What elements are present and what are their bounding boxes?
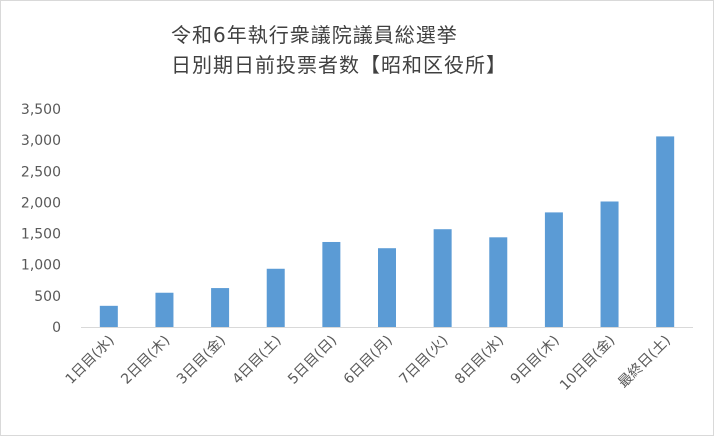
x-tick-label: 7日目(火) <box>396 333 451 388</box>
x-tick-label: 8日目(水) <box>452 333 507 388</box>
bar-8 <box>489 237 508 327</box>
bar-1 <box>99 305 118 327</box>
y-tick-label: 2,500 <box>21 164 61 180</box>
x-tick-label: 1日目(水) <box>63 333 118 388</box>
y-tick-label: 1,000 <box>21 258 61 274</box>
x-tick-label: 2日目(木) <box>118 333 173 388</box>
bar-10 <box>600 201 619 327</box>
y-tick-label: 3,500 <box>21 102 61 118</box>
y-tick-label: 2,000 <box>21 195 61 211</box>
bar-7 <box>433 229 452 327</box>
bar-2 <box>155 292 174 327</box>
chart-title-line-2: 日別期日前投票者数【昭和区役所】 <box>171 53 507 77</box>
y-tick-label: 500 <box>34 289 61 305</box>
y-tick-label: 3,000 <box>21 133 61 149</box>
bar-4 <box>266 268 285 327</box>
x-tick-label: 6日目(月) <box>341 333 396 388</box>
x-tick-label: 最終日(土) <box>615 333 674 392</box>
y-tick-label: 0 <box>52 320 61 336</box>
bar-3 <box>211 288 230 327</box>
chart-title-line-1: 令和6年執行衆議院議員総選挙 <box>171 23 458 47</box>
x-tick-label: 3日目(金) <box>174 333 229 388</box>
y-tick-label: 1,500 <box>21 227 61 243</box>
x-tick-label: 9日目(木) <box>508 333 563 388</box>
x-tick-label: 10日目(金) <box>557 333 618 394</box>
bar-6 <box>378 248 396 327</box>
bar-5 <box>322 241 341 327</box>
bar-9 <box>544 212 563 327</box>
bar-11 <box>656 136 675 327</box>
x-tick-label: 5日目(日) <box>285 333 340 388</box>
x-tick-label: 4日目(土) <box>230 333 285 388</box>
